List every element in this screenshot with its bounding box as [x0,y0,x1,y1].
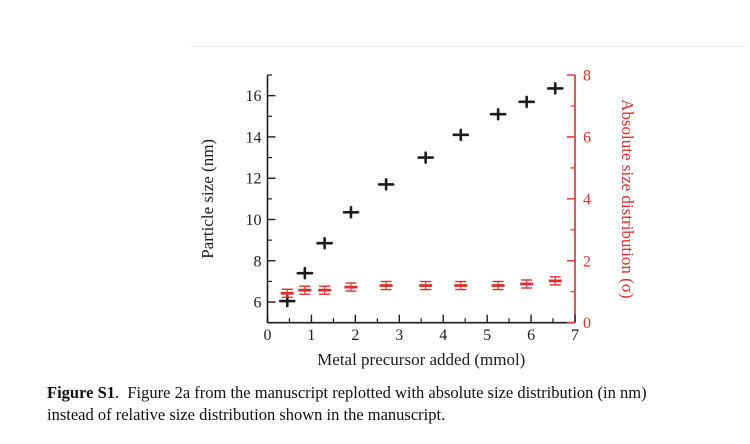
y-left-tick-label: 8 [254,253,262,270]
x-tick-label: 6 [527,327,535,344]
figure-caption-label: Figure S1 [47,383,115,402]
figure-caption: Figure S1. Figure 2a from the manuscript… [47,382,737,426]
x-tick-label: 3 [395,327,403,344]
y-left-tick-label: 12 [246,171,262,188]
x-tick-label: 5 [483,327,491,344]
figure-caption-line2: instead of relative size distribution sh… [47,405,446,424]
y-left-axis-title: Particle size (nm) [198,139,217,259]
y-left-tick-label: 10 [246,212,262,229]
x-tick-label: 0 [264,327,272,344]
y-right-tick-label: 8 [583,68,591,85]
x-tick-label: 7 [571,327,579,344]
page-edge-line [190,46,746,47]
x-tick-label: 2 [351,327,359,344]
y-right-tick-label: 6 [583,129,591,146]
y-right-tick-label: 0 [583,315,591,332]
y-left-tick-label: 16 [246,88,262,105]
series-particle-size [278,82,564,308]
y-right-tick-label: 4 [583,191,591,208]
figure-caption-line1: . Figure 2a from the manuscript replotte… [115,383,647,402]
y-left-tick-label: 6 [254,295,262,312]
y-left-tick-label: 14 [246,129,262,146]
series-size-distribution [280,276,562,299]
x-tick-label: 1 [307,327,315,344]
x-tick-label: 4 [439,327,447,344]
x-axis-title: Metal precursor added (mmol) [317,350,525,369]
y-right-tick-label: 2 [583,253,591,270]
y-right-axis-title: Absolute size distribution (σ) [618,99,637,298]
